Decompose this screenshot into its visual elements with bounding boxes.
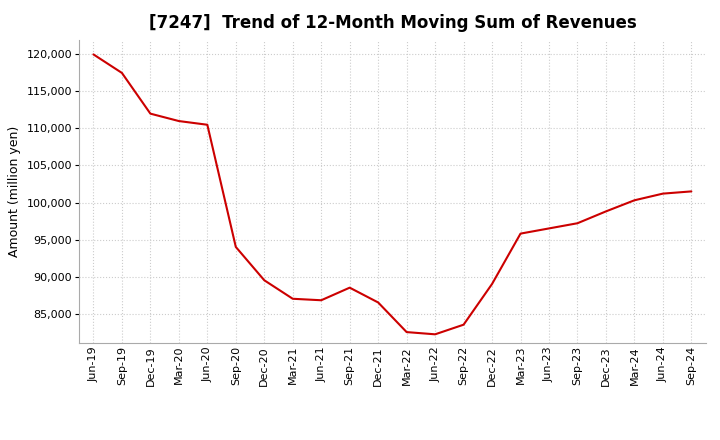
Title: [7247]  Trend of 12-Month Moving Sum of Revenues: [7247] Trend of 12-Month Moving Sum of R… (148, 15, 636, 33)
Y-axis label: Amount (million yen): Amount (million yen) (8, 126, 21, 257)
